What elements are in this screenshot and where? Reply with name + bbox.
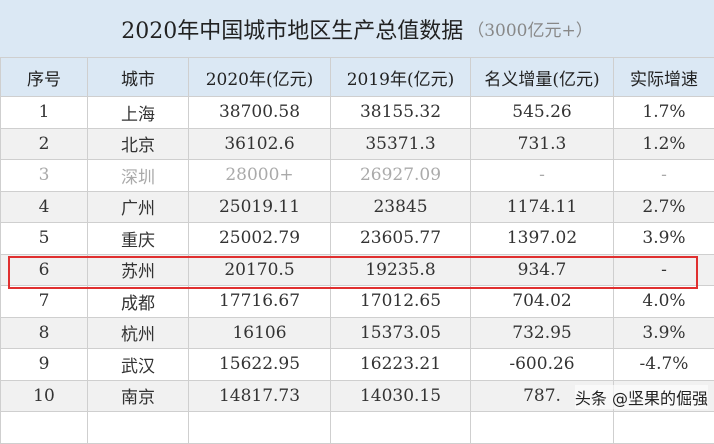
table-cell: 731.3 <box>471 128 614 160</box>
table-cell: - <box>614 160 714 192</box>
table-cell: 38700.58 <box>189 97 331 129</box>
table-cell: 36102.6 <box>189 128 331 160</box>
table-cell: 1.2% <box>614 128 714 160</box>
table-cell: 3 <box>1 160 88 192</box>
table-cell: 26927.09 <box>331 160 471 192</box>
table-cell: 23845 <box>331 191 471 223</box>
table-cell: 4 <box>1 191 88 223</box>
table-cell: 8 <box>1 317 88 349</box>
table-cell: 深圳 <box>88 160 189 192</box>
table-cell: 成都 <box>88 286 189 318</box>
table-cell: 9 <box>1 349 88 381</box>
header-cell: 名义增量(亿元) <box>471 58 614 97</box>
table-cell: 25019.11 <box>189 191 331 223</box>
table-cell: 武汉 <box>88 349 189 381</box>
table-cell: 7 <box>1 286 88 318</box>
watermark: 头条 @坚果的倔强 <box>575 385 708 409</box>
title-main: 2020年中国城市地区生产总值数据 <box>121 13 463 45</box>
table-cell: 2 <box>1 128 88 160</box>
header-cell: 2020年(亿元) <box>189 58 331 97</box>
table-cell <box>614 412 714 444</box>
table-cell: 3.9% <box>614 317 714 349</box>
table-cell: 704.02 <box>471 286 614 318</box>
table-cell <box>88 412 189 444</box>
table-row <box>1 412 714 444</box>
table-cell: - <box>471 160 614 192</box>
table-cell: 上海 <box>88 97 189 129</box>
table-cell: 732.95 <box>471 317 614 349</box>
table-cell: 38155.32 <box>331 97 471 129</box>
table-cell: 14030.15 <box>331 380 471 412</box>
table-cell: 4.0% <box>614 286 714 318</box>
table-cell: -600.26 <box>471 349 614 381</box>
table-cell <box>331 412 471 444</box>
table-cell: 10 <box>1 380 88 412</box>
header-cell: 序号 <box>1 58 88 97</box>
table-cell: 545.26 <box>471 97 614 129</box>
table-cell: -4.7% <box>614 349 714 381</box>
table-cell: 28000+ <box>189 160 331 192</box>
header-row: 序号 城市 2020年(亿元) 2019年(亿元) 名义增量(亿元) 实际增速 <box>1 58 714 97</box>
table-cell: 1 <box>1 97 88 129</box>
table-cell: 25002.79 <box>189 223 331 255</box>
table-cell: 2.7% <box>614 191 714 223</box>
highlight-box <box>8 256 698 289</box>
table-cell: 14817.73 <box>189 380 331 412</box>
table-cell: 23605.77 <box>331 223 471 255</box>
table-cell: 15373.05 <box>331 317 471 349</box>
table-cell: 1.7% <box>614 97 714 129</box>
table-cell: 重庆 <box>88 223 189 255</box>
table-cell: 杭州 <box>88 317 189 349</box>
table-cell <box>471 412 614 444</box>
table-cell: 16223.21 <box>331 349 471 381</box>
table-cell: 1397.02 <box>471 223 614 255</box>
table-cell: 17012.65 <box>331 286 471 318</box>
table-cell: 17716.67 <box>189 286 331 318</box>
table-cell <box>189 412 331 444</box>
title-sub: （3000亿元+） <box>467 16 593 41</box>
table-title: 2020年中国城市地区生产总值数据（3000亿元+） <box>0 0 714 58</box>
table-cell: 3.9% <box>614 223 714 255</box>
header-cell: 2019年(亿元) <box>331 58 471 97</box>
header-cell: 城市 <box>88 58 189 97</box>
table-cell: 16106 <box>189 317 331 349</box>
table-cell: 35371.3 <box>331 128 471 160</box>
table-cell <box>1 412 88 444</box>
table-cell: 南京 <box>88 380 189 412</box>
table-cell: 1174.11 <box>471 191 614 223</box>
table-cell: 北京 <box>88 128 189 160</box>
table-cell: 广州 <box>88 191 189 223</box>
table-cell: 5 <box>1 223 88 255</box>
table-cell: 15622.95 <box>189 349 331 381</box>
header-cell: 实际增速 <box>614 58 714 97</box>
